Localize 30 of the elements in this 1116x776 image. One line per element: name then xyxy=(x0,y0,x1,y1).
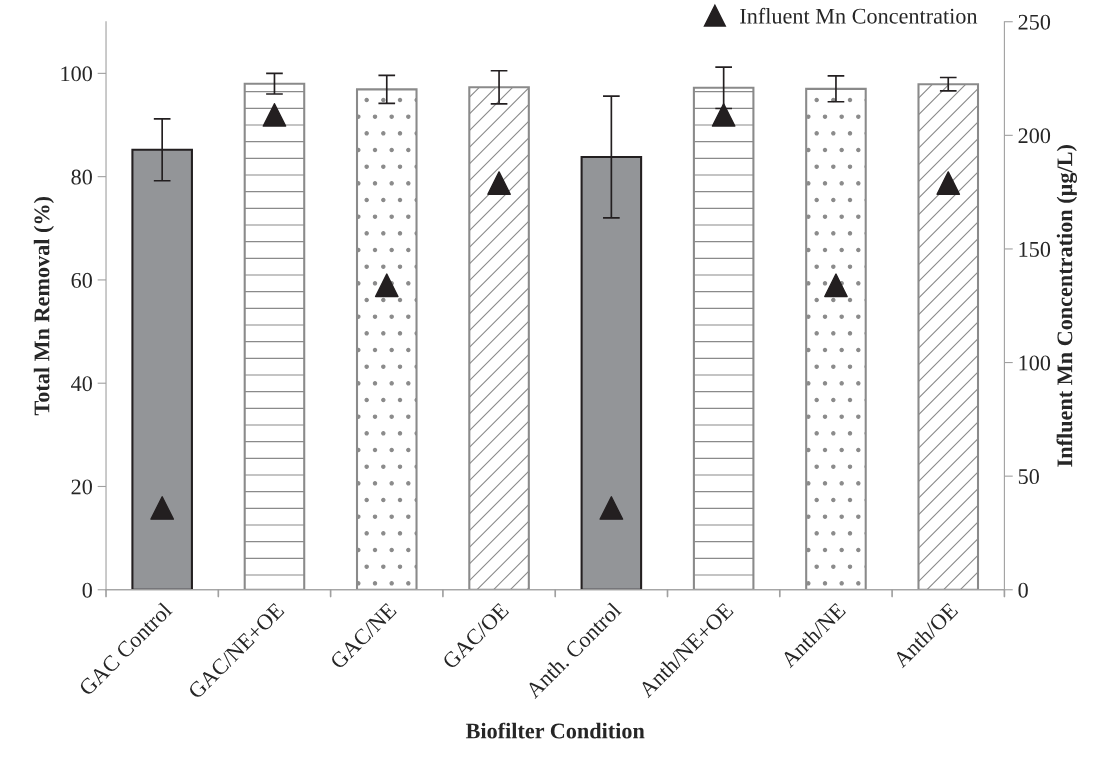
y-tick-label: 40 xyxy=(71,376,92,392)
point xyxy=(936,171,961,195)
point xyxy=(599,496,624,520)
bar xyxy=(468,86,530,590)
y-tick-label: 60 xyxy=(71,272,92,288)
y2-tick-label: 0 xyxy=(1018,582,1028,598)
legend-label: Influent Mn Concentration xyxy=(740,7,978,24)
y-tick-label: 100 xyxy=(61,66,92,82)
y2-tick-label: 50 xyxy=(1018,469,1039,485)
y-tick-label: 0 xyxy=(82,582,92,598)
bar xyxy=(917,83,980,590)
y2-tick-label: 150 xyxy=(1019,241,1051,257)
point xyxy=(824,273,848,298)
bar xyxy=(692,86,755,590)
x-axis-title: Biofilter Condition xyxy=(465,722,645,739)
y2-tick-label: 250 xyxy=(1018,14,1051,30)
bar xyxy=(243,82,306,590)
y-tick-label: 20 xyxy=(71,479,92,495)
point xyxy=(374,273,399,298)
point xyxy=(262,102,287,127)
point xyxy=(711,102,736,127)
y-tick-label: 80 xyxy=(71,169,92,185)
y2-axis-title: Influent Mn Concentration (µg/L) xyxy=(1056,145,1078,467)
point xyxy=(150,496,175,520)
y-axis-title: Total Mn Removal (%) xyxy=(33,196,54,416)
y2-tick-label: 100 xyxy=(1019,355,1051,371)
point xyxy=(487,171,511,195)
bar xyxy=(805,87,867,590)
bar xyxy=(355,88,418,590)
y2-tick-label: 200 xyxy=(1018,128,1051,144)
